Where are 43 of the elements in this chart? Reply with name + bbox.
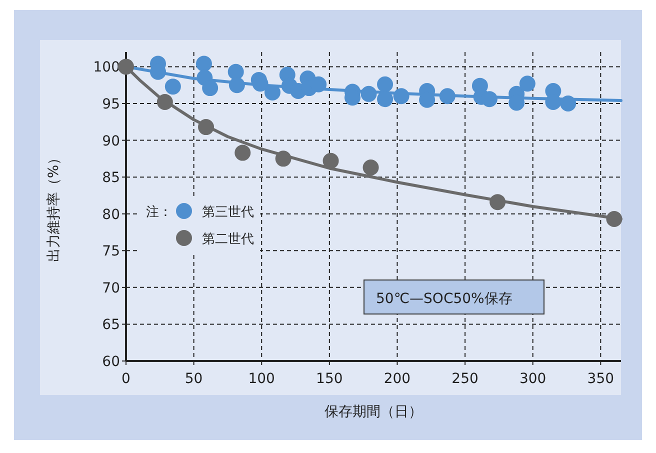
point <box>393 88 410 104</box>
x-tick-label: 350 <box>587 371 614 387</box>
legend-label: 第二世代 <box>202 232 254 247</box>
point <box>202 80 218 96</box>
x-axis-title: 保存期間（日） <box>324 404 422 420</box>
point <box>164 78 181 95</box>
y-tick-label: 85 <box>102 170 120 186</box>
y-tick-label: 80 <box>102 206 120 223</box>
y-axis-title: 出力維持率（%） <box>46 150 62 262</box>
y-tick-label: 95 <box>102 96 120 112</box>
annotation: 50℃—SOC50%保存 <box>376 291 512 307</box>
y-tick-label: 65 <box>102 317 120 334</box>
point <box>519 76 536 92</box>
y-tick-label: 60 <box>102 354 120 370</box>
point <box>377 76 394 92</box>
x-tick-label: 0 <box>122 371 130 387</box>
point <box>439 88 456 104</box>
y-tick-label: 70 <box>102 280 120 296</box>
x-tick-label: 250 <box>452 371 478 387</box>
point <box>198 119 214 136</box>
point <box>322 152 339 169</box>
point <box>360 86 377 102</box>
x-tick-label: 300 <box>519 371 546 387</box>
legend-title: 注： <box>146 205 172 220</box>
point <box>362 160 379 176</box>
x-tick-label: 50 <box>184 371 203 387</box>
y-tick-label: 75 <box>102 244 120 260</box>
y-tick-label: 100 <box>93 60 120 76</box>
point <box>118 58 134 75</box>
x-tick-label: 100 <box>248 371 275 387</box>
x-tick-label: 150 <box>316 371 343 387</box>
point <box>275 150 292 167</box>
x-tick-label: 200 <box>384 371 411 387</box>
point <box>196 56 212 72</box>
point <box>228 64 244 80</box>
legend-label: 第三世代 <box>202 205 254 220</box>
point <box>606 211 622 228</box>
point <box>490 194 506 210</box>
point <box>156 94 173 110</box>
point <box>234 144 251 161</box>
point <box>560 96 576 112</box>
y-tick-label: 90 <box>102 133 120 150</box>
point <box>228 77 245 94</box>
